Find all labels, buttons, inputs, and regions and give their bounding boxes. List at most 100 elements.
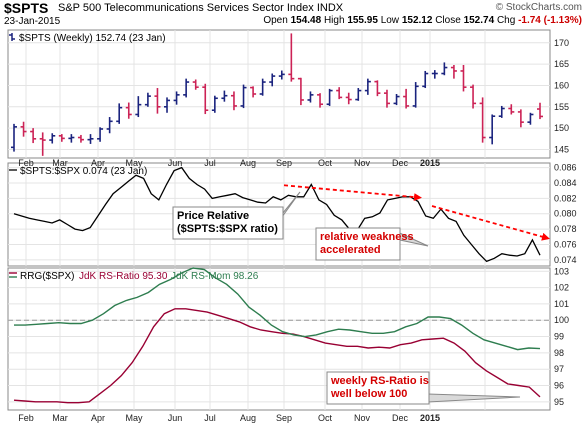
ohlc-bar bbox=[221, 90, 228, 102]
x-tick-label-top: Feb bbox=[18, 158, 34, 168]
ohlc-bar bbox=[450, 64, 457, 79]
ohlc-bar bbox=[49, 133, 56, 144]
close-label: Close bbox=[435, 15, 461, 26]
ohlc-bar bbox=[183, 78, 190, 98]
ohlc-bar bbox=[269, 73, 276, 87]
x-tick-label-bottom: Jun bbox=[168, 413, 183, 423]
ohlc-bar bbox=[68, 134, 75, 143]
y-tick-label: 99 bbox=[554, 332, 564, 342]
high-value: 155.95 bbox=[347, 15, 378, 26]
exchange-label: INDX bbox=[316, 2, 344, 14]
ohlc-bar bbox=[288, 33, 295, 82]
close-value: 152.74 bbox=[463, 15, 495, 26]
y-tick-label: 0.074 bbox=[554, 255, 577, 265]
price-relative-callout-text: Price Relative bbox=[177, 210, 249, 222]
y-tick-label: 97 bbox=[554, 364, 564, 374]
x-tick-label-bottom: Jul bbox=[204, 413, 216, 423]
x-tick-label-bottom: Apr bbox=[91, 413, 105, 423]
x-tick-label-bottom: 2015 bbox=[420, 413, 440, 423]
ohlc-bar bbox=[383, 89, 390, 108]
rrg-legend-rs-mom: JdK RS-Mom 98.26 bbox=[171, 271, 259, 282]
relative-weakness-callout-text: accelerated bbox=[320, 244, 381, 256]
y-tick-label: 145 bbox=[554, 144, 569, 154]
price-legend-text: $SPTS (Weekly) 152.74 (23 Jan) bbox=[19, 33, 166, 44]
open-value: 154.48 bbox=[290, 15, 322, 26]
ohlc-bar bbox=[460, 64, 467, 92]
high-label: High bbox=[323, 15, 345, 26]
y-tick-label: 95 bbox=[554, 397, 564, 407]
price-legend: $SPTS (Weekly) 152.74 (23 Jan) bbox=[9, 33, 166, 44]
ohlc-bar bbox=[307, 91, 314, 103]
rs-ratio-callout bbox=[326, 371, 430, 405]
low-label: Low bbox=[380, 15, 400, 26]
y-tick-label: 102 bbox=[554, 283, 569, 293]
ohlc-bar bbox=[278, 70, 285, 80]
x-tick-label-bottom: May bbox=[125, 413, 143, 423]
y-tick-label: 165 bbox=[554, 59, 569, 69]
y-tick-label: 100 bbox=[554, 315, 569, 325]
ohlc-bar bbox=[125, 102, 132, 119]
y-tick-label: 98 bbox=[554, 348, 564, 358]
rrg-legend: RRG($SPX) JdK RS-Ratio 95.30 JdK RS-Mom 98… bbox=[9, 271, 259, 282]
y-tick-label: 0.086 bbox=[554, 163, 577, 173]
ohlc-bar bbox=[508, 104, 515, 115]
ohlc-summary: Open 154.48 High 155.95 Low 152.12 Close… bbox=[263, 15, 582, 26]
ohlc-bar bbox=[374, 80, 381, 97]
ohlc-bar bbox=[336, 87, 343, 100]
index-name: S&P 500 Telecommunications Services Sect… bbox=[58, 2, 343, 14]
y-tick-label: 101 bbox=[554, 299, 569, 309]
ohlc-bar bbox=[527, 112, 534, 125]
x-tick-label-top: Oct bbox=[318, 158, 333, 168]
x-tick-label-top: Jul bbox=[204, 158, 216, 168]
relative-weakness-callout bbox=[315, 227, 401, 261]
ohlc-bar bbox=[97, 127, 104, 142]
low-value: 152.12 bbox=[401, 15, 433, 26]
ohlc-bar bbox=[116, 103, 123, 124]
x-tick-label-bottom: Mar bbox=[52, 413, 68, 423]
y-tick-label: 0.080 bbox=[554, 209, 577, 219]
y-tick-label: 103 bbox=[554, 266, 569, 276]
rs-ratio-line bbox=[13, 308, 541, 404]
x-tick-label-bottom: Sep bbox=[276, 413, 292, 423]
x-tick-label-top: Apr bbox=[91, 158, 105, 168]
ohlc-bar bbox=[317, 93, 324, 108]
ohlc-bar bbox=[39, 132, 46, 156]
x-tick-label-top: Nov bbox=[354, 158, 371, 168]
y-tick-label: 0.082 bbox=[554, 193, 577, 203]
x-tick-label-bottom: Oct bbox=[318, 413, 333, 423]
price-relative-callout-text: ($SPTS:$SPX ratio) bbox=[177, 223, 278, 235]
ohlc-bar bbox=[164, 97, 171, 113]
ohlc-bar bbox=[154, 88, 161, 114]
ohlc-bar bbox=[144, 92, 151, 107]
y-tick-label: 150 bbox=[554, 123, 569, 133]
y-tick-label: 155 bbox=[554, 102, 569, 112]
rrg-legend-label: RRG($SPX) bbox=[20, 271, 74, 282]
ohlc-bar bbox=[230, 91, 237, 111]
chart-header: $SPTS S&P 500 Telecommunications Service… bbox=[0, 0, 588, 28]
y-tick-label: 0.084 bbox=[554, 178, 577, 188]
ohlc-bar bbox=[202, 83, 209, 115]
y-tick-label: 160 bbox=[554, 80, 569, 90]
ohlc-bar bbox=[20, 121, 27, 137]
chg-value: -1.74 (-1.13%) bbox=[518, 15, 582, 26]
ohlc-bar bbox=[297, 77, 304, 106]
symbol-title: $SPTS bbox=[4, 0, 49, 16]
open-label: Open bbox=[263, 15, 288, 26]
ohlc-bar bbox=[422, 70, 429, 89]
y-tick-label: 0.078 bbox=[554, 224, 577, 234]
x-tick-label-top: May bbox=[125, 158, 143, 168]
ohlc-bar bbox=[192, 79, 199, 90]
ohlc-bar bbox=[30, 128, 37, 144]
panel-1-frame bbox=[7, 29, 551, 159]
relative-weakness-callout-text: relative weakness bbox=[320, 231, 414, 243]
ohlc-bar bbox=[479, 97, 486, 143]
price-relative-line bbox=[13, 166, 541, 263]
ohlc-bar bbox=[489, 114, 496, 145]
rrg-legend-rs-ratio: JdK RS-Ratio 95.30 bbox=[79, 271, 168, 282]
chart-date: 23-Jan-2015 bbox=[4, 16, 61, 27]
ohlc-bar bbox=[345, 92, 352, 105]
chg-label: Chg bbox=[496, 15, 516, 26]
x-tick-label-bottom: Dec bbox=[392, 413, 409, 423]
x-tick-label-top: 2015 bbox=[420, 158, 440, 168]
